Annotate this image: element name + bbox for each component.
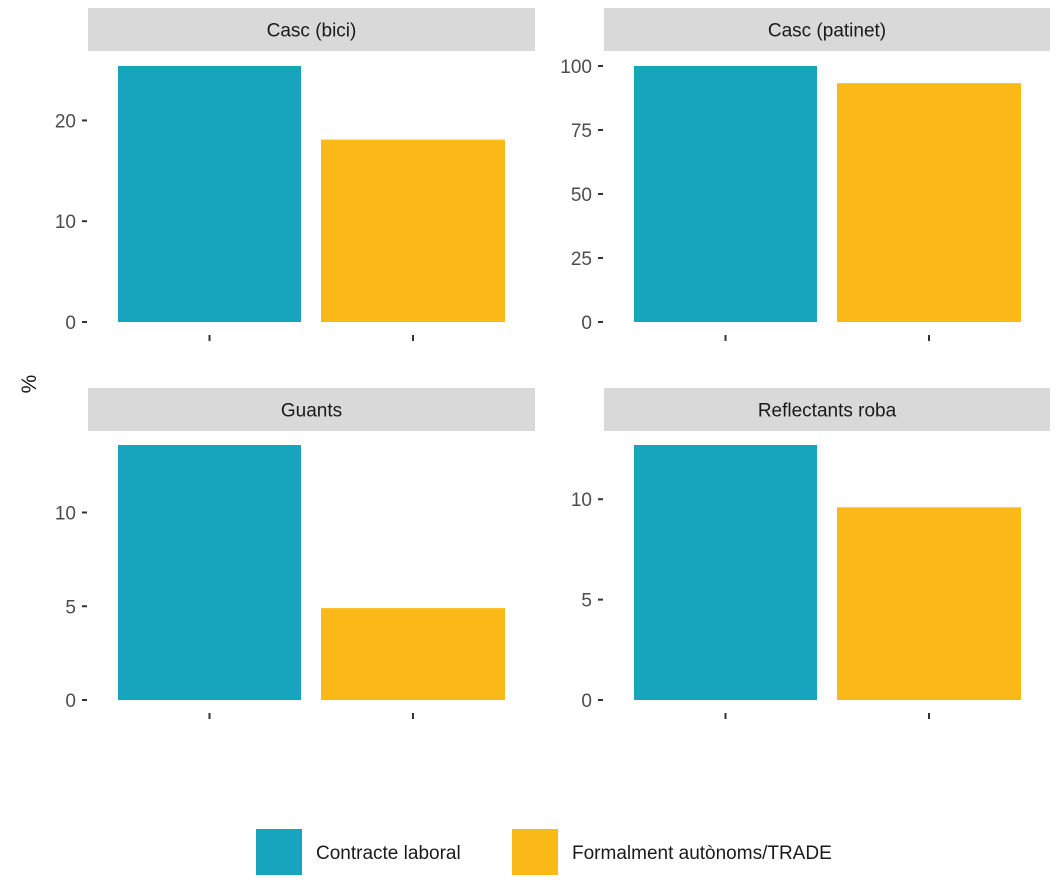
facet-strip xyxy=(88,388,535,431)
y-tick-label: 100 xyxy=(560,57,592,78)
y-tick-label: 0 xyxy=(581,313,592,334)
y-tick-label: 10 xyxy=(571,490,592,511)
legend-label: Contracte laboral xyxy=(316,843,461,864)
y-tick-label: 0 xyxy=(65,691,76,712)
bar-formalment-autonoms xyxy=(321,139,505,322)
facet-strip xyxy=(604,388,1050,431)
legend-key xyxy=(256,829,302,875)
bar-formalment-autonoms xyxy=(321,608,505,700)
y-tick-label: 5 xyxy=(581,591,592,612)
y-tick-label: 5 xyxy=(65,597,76,618)
bar-contracte-laboral xyxy=(118,66,301,322)
bar-contracte-laboral xyxy=(634,66,817,322)
y-tick-label: 75 xyxy=(571,121,592,142)
y-tick-label: 0 xyxy=(581,691,592,712)
y-tick-label: 10 xyxy=(55,504,76,525)
y-tick-label: 20 xyxy=(55,111,76,132)
facet-title: Guants xyxy=(281,401,342,422)
y-axis-label: % xyxy=(18,375,41,394)
bar-contracte-laboral xyxy=(634,445,817,700)
bar-formalment-autonoms xyxy=(837,507,1021,700)
bar-formalment-autonoms xyxy=(837,83,1021,322)
facet-strip xyxy=(604,8,1050,51)
y-tick-label: 0 xyxy=(65,313,76,334)
y-tick-label: 10 xyxy=(55,212,76,233)
facet-title: Reflectants roba xyxy=(758,401,897,422)
legend-label: Formalment autònoms/TRADE xyxy=(572,843,832,864)
facet-title: Casc (patinet) xyxy=(768,21,886,42)
legend-key xyxy=(512,829,558,875)
y-tick-label: 25 xyxy=(571,249,592,270)
y-tick-label: 50 xyxy=(571,185,592,206)
bar-contracte-laboral xyxy=(118,445,301,700)
facet-strip xyxy=(88,8,535,51)
facet-title: Casc (bici) xyxy=(267,21,357,42)
